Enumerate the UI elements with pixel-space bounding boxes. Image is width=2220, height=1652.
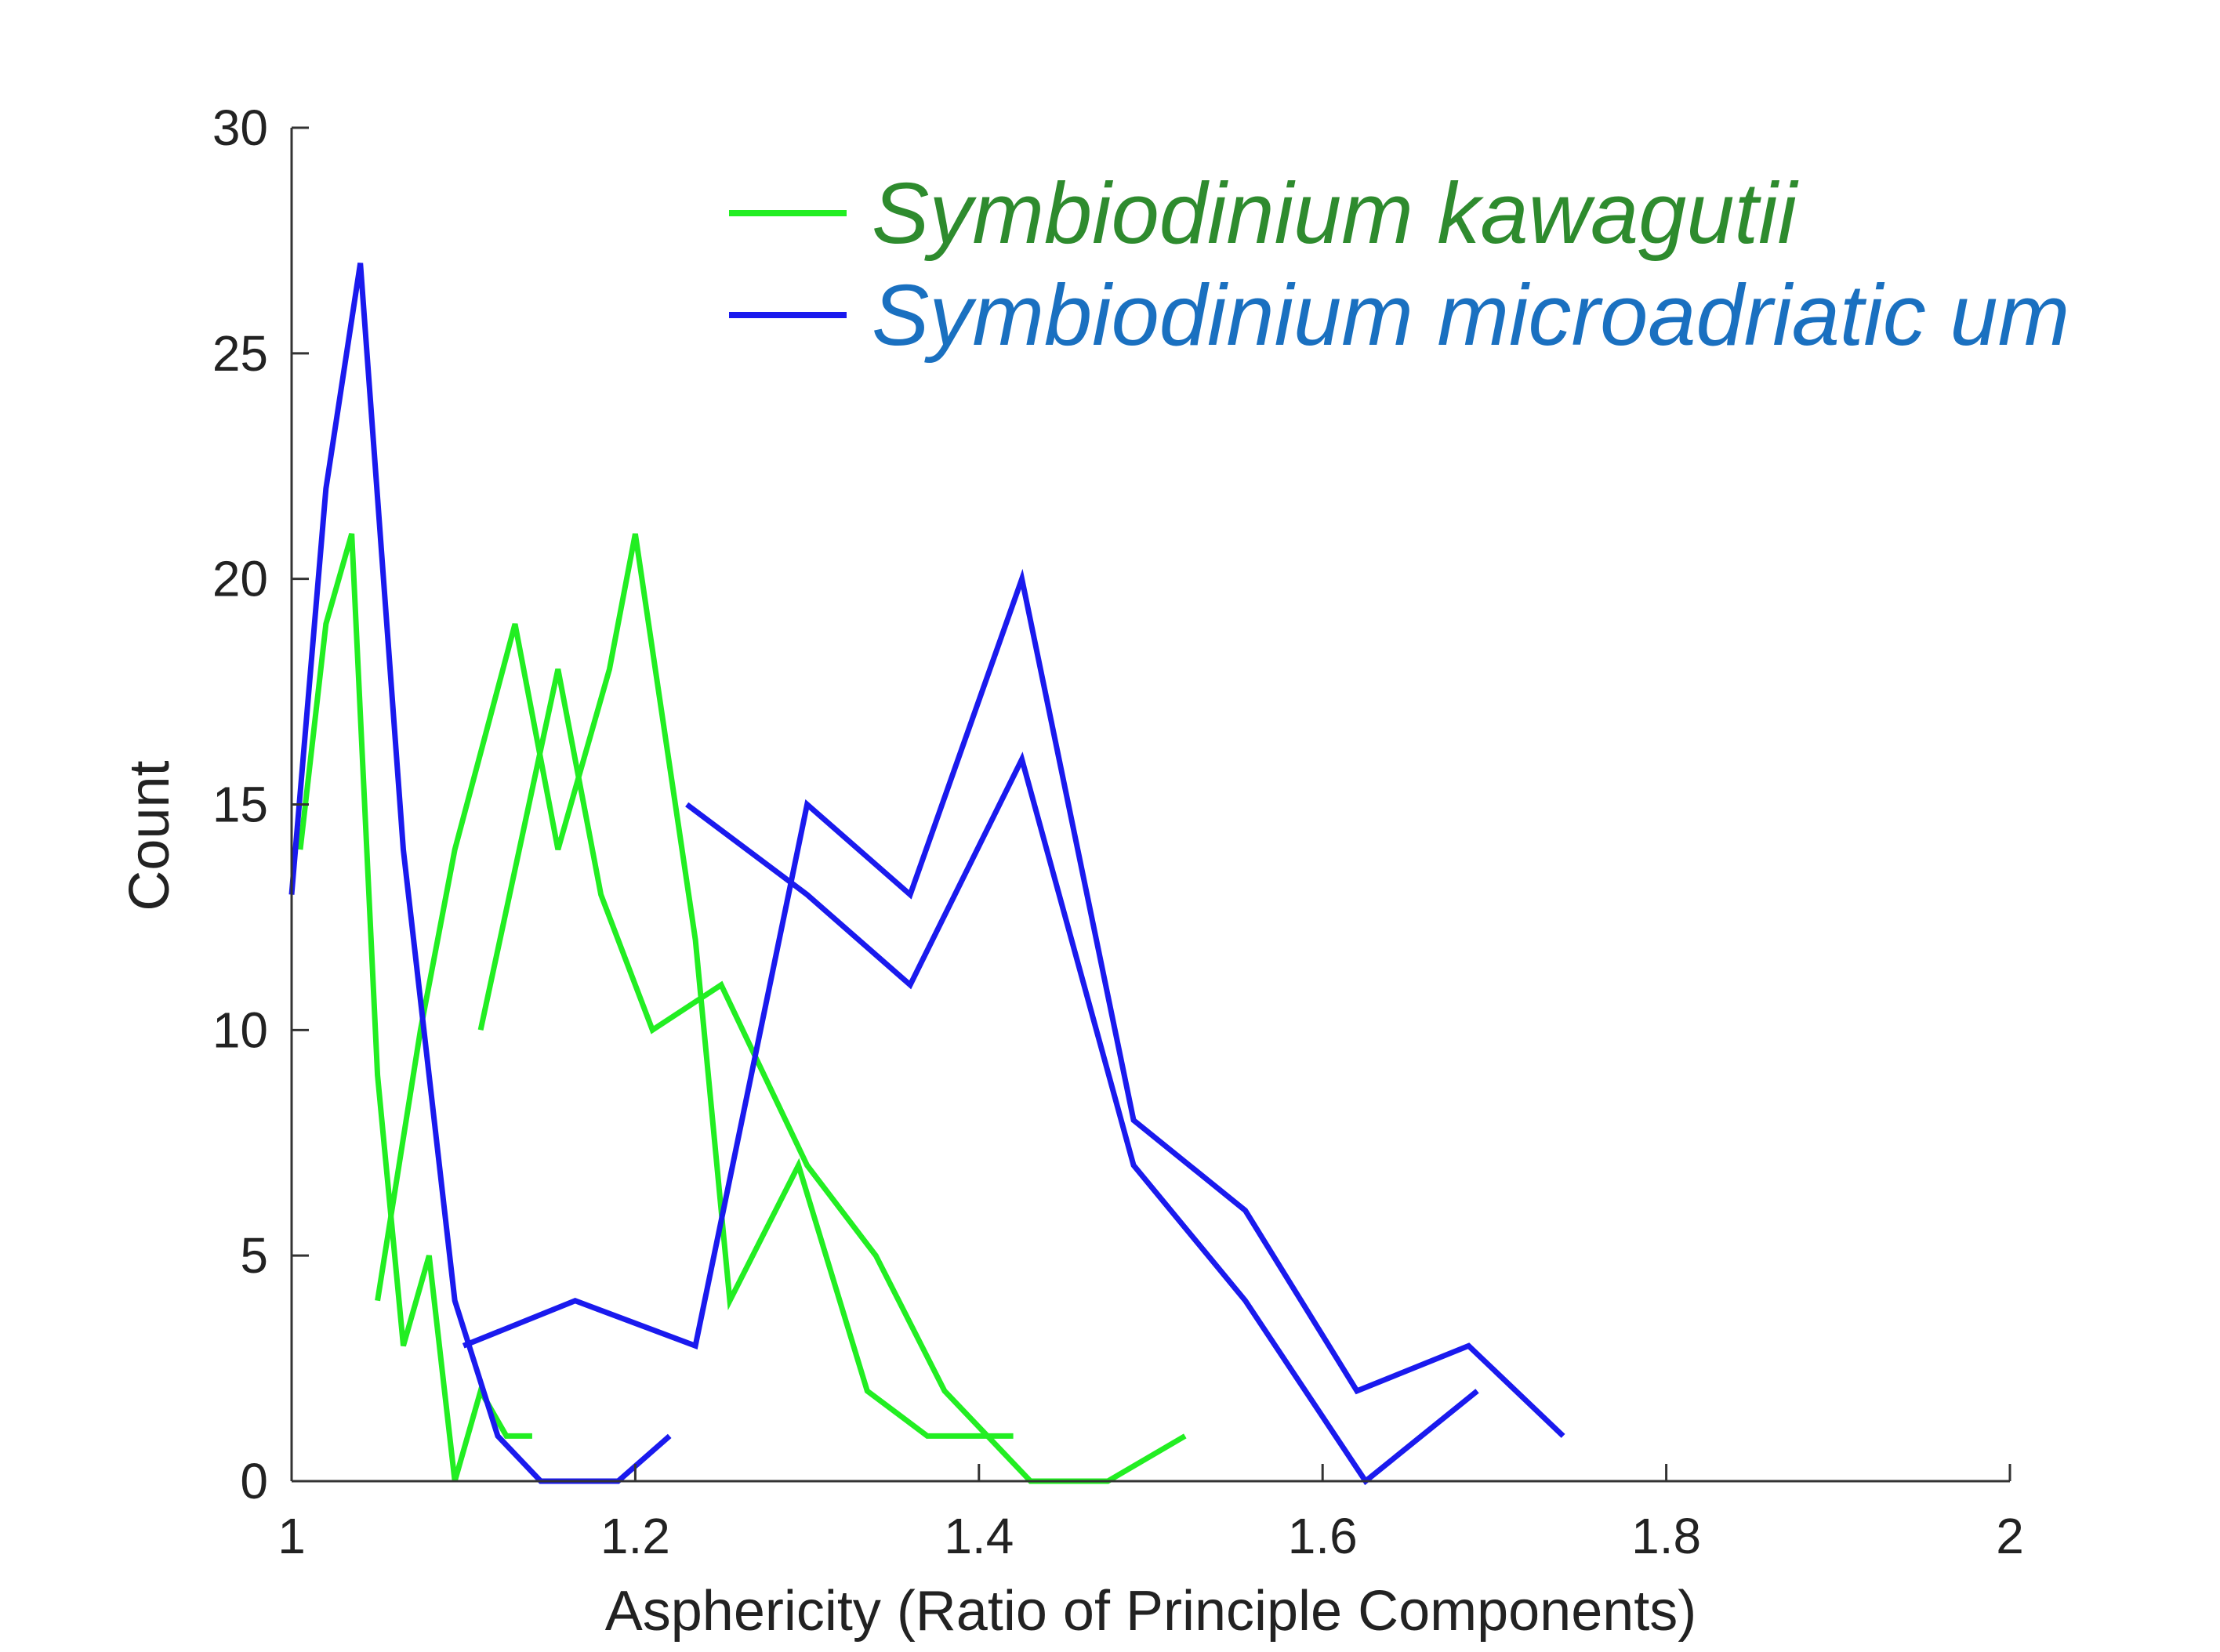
series-line-4 bbox=[462, 568, 1565, 1438]
x-tick-label: 1.8 bbox=[1631, 1508, 1701, 1564]
series-line-3 bbox=[288, 263, 672, 1484]
legend-label: Symbiodinium microadriatic um bbox=[872, 267, 2069, 364]
y-tick-label: 0 bbox=[240, 1453, 268, 1509]
x-axis-label: Asphericity (Ratio of Principle Componen… bbox=[605, 1580, 1697, 1643]
x-tick-label: 1 bbox=[278, 1508, 306, 1564]
x-tick-label: 1.2 bbox=[600, 1508, 670, 1564]
x-tick-label: 1.4 bbox=[944, 1508, 1014, 1564]
y-tick-label: 15 bbox=[212, 777, 268, 833]
y-axis-label: Count bbox=[118, 760, 181, 911]
x-tick-label: 2 bbox=[1996, 1508, 2024, 1564]
series-line-5 bbox=[685, 752, 1479, 1486]
y-tick-label: 10 bbox=[212, 1002, 268, 1058]
series-line-0 bbox=[297, 533, 532, 1482]
y-tick-label: 30 bbox=[212, 100, 268, 156]
legend-label: Symbiodinium kawagutii bbox=[872, 165, 1799, 262]
y-tick-label: 25 bbox=[212, 325, 268, 382]
x-tick-label: 1.6 bbox=[1288, 1508, 1358, 1564]
plot-lines bbox=[288, 263, 1565, 1486]
y-tick-label: 20 bbox=[212, 551, 268, 607]
series-line-2 bbox=[477, 668, 1187, 1484]
series-line-1 bbox=[375, 533, 1014, 1439]
y-tick-label: 5 bbox=[240, 1227, 268, 1284]
